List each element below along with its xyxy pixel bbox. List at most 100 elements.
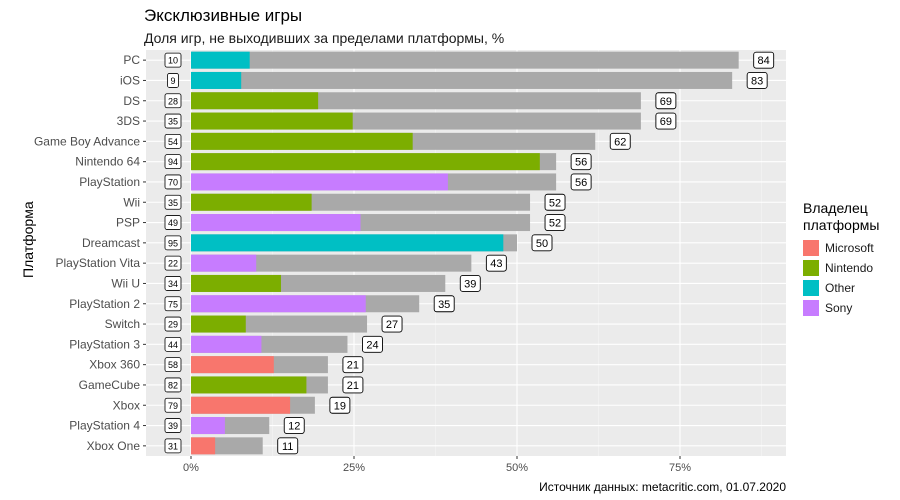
legend-item: Other [803, 278, 879, 298]
count-label-box [164, 316, 182, 332]
legend-title: Владелец платформы [803, 200, 880, 233]
legend-item: Sony [803, 298, 879, 318]
count-label: 35 [168, 198, 178, 208]
y-tick-label: PC [123, 53, 140, 67]
pct-label-box [342, 376, 364, 394]
count-label-box [164, 52, 182, 68]
source-caption: Источник данных: metacritic.com, 01.07.2… [539, 480, 786, 494]
bar-total [191, 71, 733, 89]
pct-label-box [570, 153, 592, 171]
count-label: 79 [168, 401, 178, 411]
count-label-box [164, 276, 182, 291]
pct-label-box [485, 254, 507, 272]
pct-label-box [655, 112, 677, 130]
pct-label-box [544, 193, 566, 211]
count-label-box [164, 174, 182, 190]
pct-label-box [531, 234, 553, 252]
y-tick-label: iOS [120, 73, 140, 87]
pct-label: 39 [464, 278, 476, 290]
y-tick-label: Dreamcast [82, 236, 141, 250]
pct-label: 62 [614, 136, 626, 148]
pct-label: 69 [660, 116, 672, 128]
y-tick-label: Wii [123, 195, 140, 209]
pct-label: 35 [438, 299, 450, 311]
count-label-box [164, 113, 182, 129]
x-tick-label: 50% [506, 462, 528, 474]
pct-label: 27 [386, 319, 398, 331]
count-label: 9 [170, 76, 175, 86]
chart-title: Эксклюзивные игры [144, 6, 303, 25]
count-label: 10 [168, 56, 178, 66]
pct-label-box [753, 51, 775, 69]
count-label: 35 [168, 117, 178, 127]
count-label: 95 [168, 238, 178, 248]
y-tick-label: GameCube [79, 378, 141, 392]
count-label-box [164, 357, 182, 373]
pct-label-box [283, 417, 305, 434]
count-label-box [164, 377, 182, 393]
bar-owner-share [191, 51, 250, 69]
count-label: 70 [168, 177, 178, 187]
bar-owner-share [191, 132, 413, 150]
count-label-box [164, 438, 182, 454]
bar-owner-share [191, 396, 291, 414]
count-label: 75 [168, 299, 178, 309]
count-label: 44 [168, 340, 178, 350]
pct-label: 84 [758, 55, 770, 67]
bar-owner-share [191, 417, 225, 435]
count-label-box [164, 296, 182, 312]
count-label-box [164, 154, 182, 170]
count-label: 34 [168, 279, 178, 289]
y-tick-label: Xbox One [87, 439, 141, 453]
y-tick-label: PlayStation Vita [56, 256, 141, 270]
legend-key [803, 280, 819, 296]
y-tick-label: PlayStation 3 [69, 337, 140, 351]
pct-label: 43 [490, 258, 502, 270]
count-label-box [164, 93, 182, 109]
legend-key [803, 260, 819, 276]
y-tick-label: Switch [105, 317, 140, 331]
y-tick-label: PlayStation [79, 175, 140, 189]
count-label-box [164, 194, 182, 210]
count-label: 31 [168, 441, 178, 451]
bar-owner-share [191, 193, 312, 211]
pct-label: 83 [751, 75, 763, 87]
count-label-box [164, 235, 182, 251]
bar-owner-share [191, 335, 262, 353]
y-tick-label: PSP [116, 216, 140, 230]
legend-label: Sony [825, 301, 853, 315]
pct-label: 21 [347, 380, 359, 392]
bar-owner-share [191, 153, 540, 171]
bar-total [191, 254, 472, 272]
bar-owner-share [191, 376, 307, 394]
pct-label: 12 [288, 421, 300, 433]
y-tick-label: Xbox 360 [89, 358, 140, 372]
count-label: 49 [168, 218, 178, 228]
bar-owner-share [191, 112, 353, 130]
count-label: 58 [168, 360, 178, 370]
bar-owner-share [191, 356, 274, 374]
pct-label-box [433, 295, 455, 313]
legend-label: Nintendo [825, 261, 874, 275]
pct-label: 69 [660, 96, 672, 108]
count-label-box [164, 215, 182, 230]
x-tick-label: 75% [669, 462, 691, 474]
y-tick-label: PlayStation 4 [69, 419, 140, 433]
count-label: 29 [168, 320, 178, 330]
plot-panel [146, 50, 786, 456]
pct-label: 19 [334, 400, 346, 412]
count-label-box [167, 73, 179, 88]
pct-label-box [544, 214, 566, 232]
legend: Владелец платформы Microsoft Nintendo Othe… [803, 200, 879, 318]
count-label: 28 [168, 96, 178, 106]
pct-label: 52 [549, 197, 561, 209]
y-tick-label: Xbox [113, 398, 140, 412]
bar-owner-share [191, 274, 281, 292]
y-tick-label: DS [123, 94, 140, 108]
pct-label-box [362, 335, 383, 353]
bar-total [191, 51, 739, 69]
x-tick-label: 25% [343, 462, 365, 474]
pct-label-box [570, 173, 592, 191]
pct-label: 56 [575, 177, 587, 189]
